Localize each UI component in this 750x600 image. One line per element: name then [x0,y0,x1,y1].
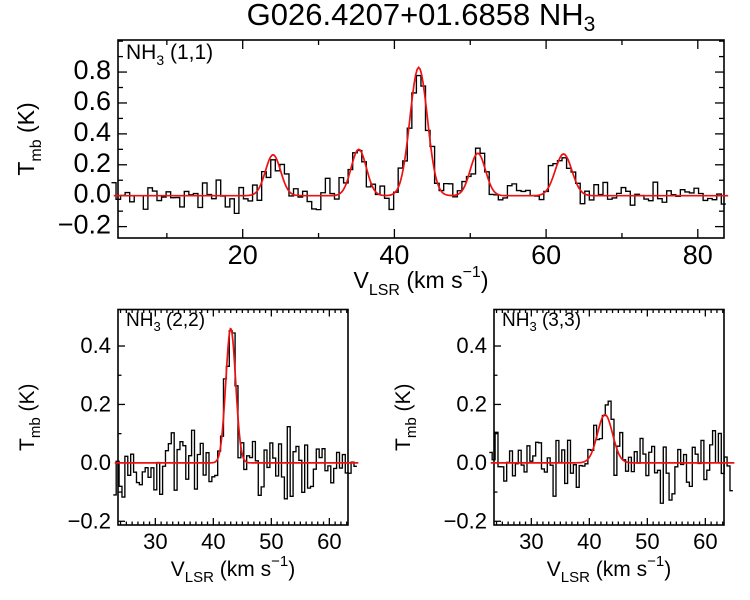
svg-text:−0.2: −0.2 [58,210,111,240]
svg-text:50: 50 [259,529,283,554]
svg-text:60: 60 [531,240,561,270]
svg-text:0.0: 0.0 [73,179,111,209]
svg-text:60: 60 [693,529,717,554]
svg-text:0.6: 0.6 [73,86,111,116]
svg-text:NH3 (2,2): NH3 (2,2) [126,310,205,334]
svg-text:20: 20 [228,240,258,270]
svg-text:−0.2: −0.2 [68,508,111,533]
svg-text:0.0: 0.0 [80,450,111,475]
svg-text:40: 40 [379,240,409,270]
svg-text:0.2: 0.2 [456,391,487,416]
svg-text:0.4: 0.4 [73,117,111,147]
svg-text:0.2: 0.2 [80,391,111,416]
svg-text:G026.4207+01.6858 NH3: G026.4207+01.6858 NH3 [247,0,596,36]
svg-text:30: 30 [519,529,543,554]
svg-text:NH3 (3,3): NH3 (3,3) [502,310,581,334]
svg-text:30: 30 [143,529,167,554]
svg-text:60: 60 [317,529,341,554]
svg-text:0.8: 0.8 [73,55,111,85]
svg-text:0.4: 0.4 [456,333,487,358]
svg-text:NH3 (1,1): NH3 (1,1) [126,41,213,68]
svg-text:80: 80 [683,240,713,270]
svg-text:40: 40 [577,529,601,554]
svg-text:0.2: 0.2 [73,148,111,178]
svg-text:40: 40 [201,529,225,554]
svg-text:−0.2: −0.2 [444,508,487,533]
svg-text:50: 50 [635,529,659,554]
svg-text:0.4: 0.4 [80,333,111,358]
svg-text:0.0: 0.0 [456,450,487,475]
